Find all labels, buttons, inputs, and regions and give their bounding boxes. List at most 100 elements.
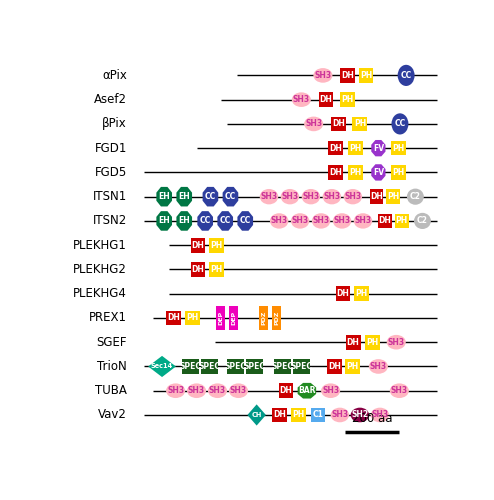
FancyBboxPatch shape [391, 141, 406, 156]
Ellipse shape [333, 213, 351, 228]
FancyBboxPatch shape [328, 141, 343, 156]
FancyBboxPatch shape [216, 306, 225, 330]
Text: DH: DH [370, 192, 383, 201]
Text: SH3: SH3 [322, 386, 339, 395]
Polygon shape [197, 211, 213, 231]
FancyBboxPatch shape [202, 359, 218, 374]
Text: SH3: SH3 [188, 386, 205, 395]
Text: DH: DH [329, 144, 342, 152]
Ellipse shape [398, 65, 414, 86]
Text: TUBA: TUBA [95, 384, 127, 397]
Ellipse shape [291, 213, 309, 228]
Ellipse shape [304, 116, 323, 131]
FancyBboxPatch shape [359, 68, 373, 82]
Text: FGD5: FGD5 [94, 166, 127, 179]
Text: C1: C1 [313, 410, 324, 420]
Text: DH: DH [192, 265, 205, 274]
Text: SH3: SH3 [333, 216, 351, 226]
FancyBboxPatch shape [395, 214, 409, 228]
Text: PH: PH [354, 120, 366, 128]
Text: Asef2: Asef2 [94, 93, 127, 106]
Ellipse shape [321, 384, 340, 398]
Polygon shape [176, 211, 192, 231]
FancyBboxPatch shape [191, 238, 206, 252]
Ellipse shape [407, 188, 424, 205]
FancyBboxPatch shape [272, 306, 281, 330]
FancyBboxPatch shape [354, 286, 369, 301]
FancyBboxPatch shape [346, 335, 361, 349]
FancyBboxPatch shape [391, 165, 406, 180]
Text: PREX1: PREX1 [89, 312, 127, 324]
Text: EH: EH [178, 216, 190, 226]
Text: SH3: SH3 [305, 120, 322, 128]
Text: DEP: DEP [218, 311, 223, 325]
Ellipse shape [343, 189, 362, 204]
Text: SH3: SH3 [293, 95, 310, 104]
Polygon shape [176, 187, 192, 206]
Ellipse shape [390, 384, 409, 398]
Text: C2: C2 [410, 192, 421, 201]
Ellipse shape [292, 92, 311, 107]
Text: ITSN1: ITSN1 [92, 190, 127, 203]
FancyBboxPatch shape [209, 262, 224, 277]
Text: SH3: SH3 [344, 192, 362, 201]
Text: FV: FV [373, 168, 384, 177]
FancyBboxPatch shape [209, 238, 224, 252]
Text: C2: C2 [417, 216, 428, 226]
Ellipse shape [260, 189, 278, 204]
FancyBboxPatch shape [185, 310, 200, 326]
FancyBboxPatch shape [331, 116, 346, 131]
Text: SH3: SH3 [354, 216, 371, 226]
Text: SH3: SH3 [331, 410, 348, 420]
Text: ITSN2: ITSN2 [92, 214, 127, 228]
Ellipse shape [323, 189, 341, 204]
Ellipse shape [313, 68, 332, 82]
Text: CC: CC [225, 192, 236, 201]
Polygon shape [223, 187, 238, 206]
Text: PLEKHG4: PLEKHG4 [73, 287, 127, 300]
Text: PH: PH [355, 289, 368, 298]
Text: FGD1: FGD1 [94, 142, 127, 154]
Text: PDZ: PDZ [274, 311, 279, 325]
FancyBboxPatch shape [353, 116, 368, 131]
Text: DH: DH [332, 120, 345, 128]
Text: CH: CH [251, 412, 262, 418]
FancyBboxPatch shape [272, 408, 287, 422]
FancyBboxPatch shape [348, 165, 363, 180]
FancyBboxPatch shape [340, 92, 355, 107]
Text: PLEKHG2: PLEKHG2 [73, 263, 127, 276]
FancyBboxPatch shape [259, 306, 268, 330]
FancyBboxPatch shape [182, 359, 199, 374]
Text: EH: EH [158, 192, 170, 201]
Ellipse shape [414, 213, 431, 229]
Text: DH: DH [280, 386, 292, 395]
FancyBboxPatch shape [370, 190, 383, 204]
Polygon shape [157, 187, 172, 206]
FancyBboxPatch shape [365, 335, 379, 349]
Text: SH3: SH3 [230, 386, 247, 395]
Text: DH: DH [347, 338, 360, 346]
Text: SPEC: SPEC [271, 362, 293, 371]
Text: BAR: BAR [298, 386, 316, 395]
Text: TrioN: TrioN [97, 360, 127, 373]
Ellipse shape [166, 384, 185, 398]
Text: CC: CC [200, 216, 211, 226]
Ellipse shape [270, 213, 288, 228]
Text: SH3: SH3 [271, 216, 288, 226]
Polygon shape [148, 356, 176, 377]
Text: SH3: SH3 [291, 216, 309, 226]
Text: CC: CC [240, 216, 251, 226]
Text: 200 aa: 200 aa [352, 412, 392, 425]
Text: DH: DH [341, 71, 354, 80]
FancyBboxPatch shape [378, 214, 392, 228]
FancyBboxPatch shape [229, 306, 238, 330]
FancyBboxPatch shape [293, 359, 310, 374]
Text: PH: PH [210, 265, 223, 274]
Text: SH3: SH3 [371, 410, 388, 420]
Text: SH3: SH3 [314, 71, 331, 80]
Ellipse shape [302, 189, 320, 204]
Ellipse shape [351, 408, 369, 422]
Ellipse shape [330, 408, 349, 422]
Text: SH3: SH3 [388, 338, 405, 346]
Text: PH: PH [392, 144, 405, 152]
